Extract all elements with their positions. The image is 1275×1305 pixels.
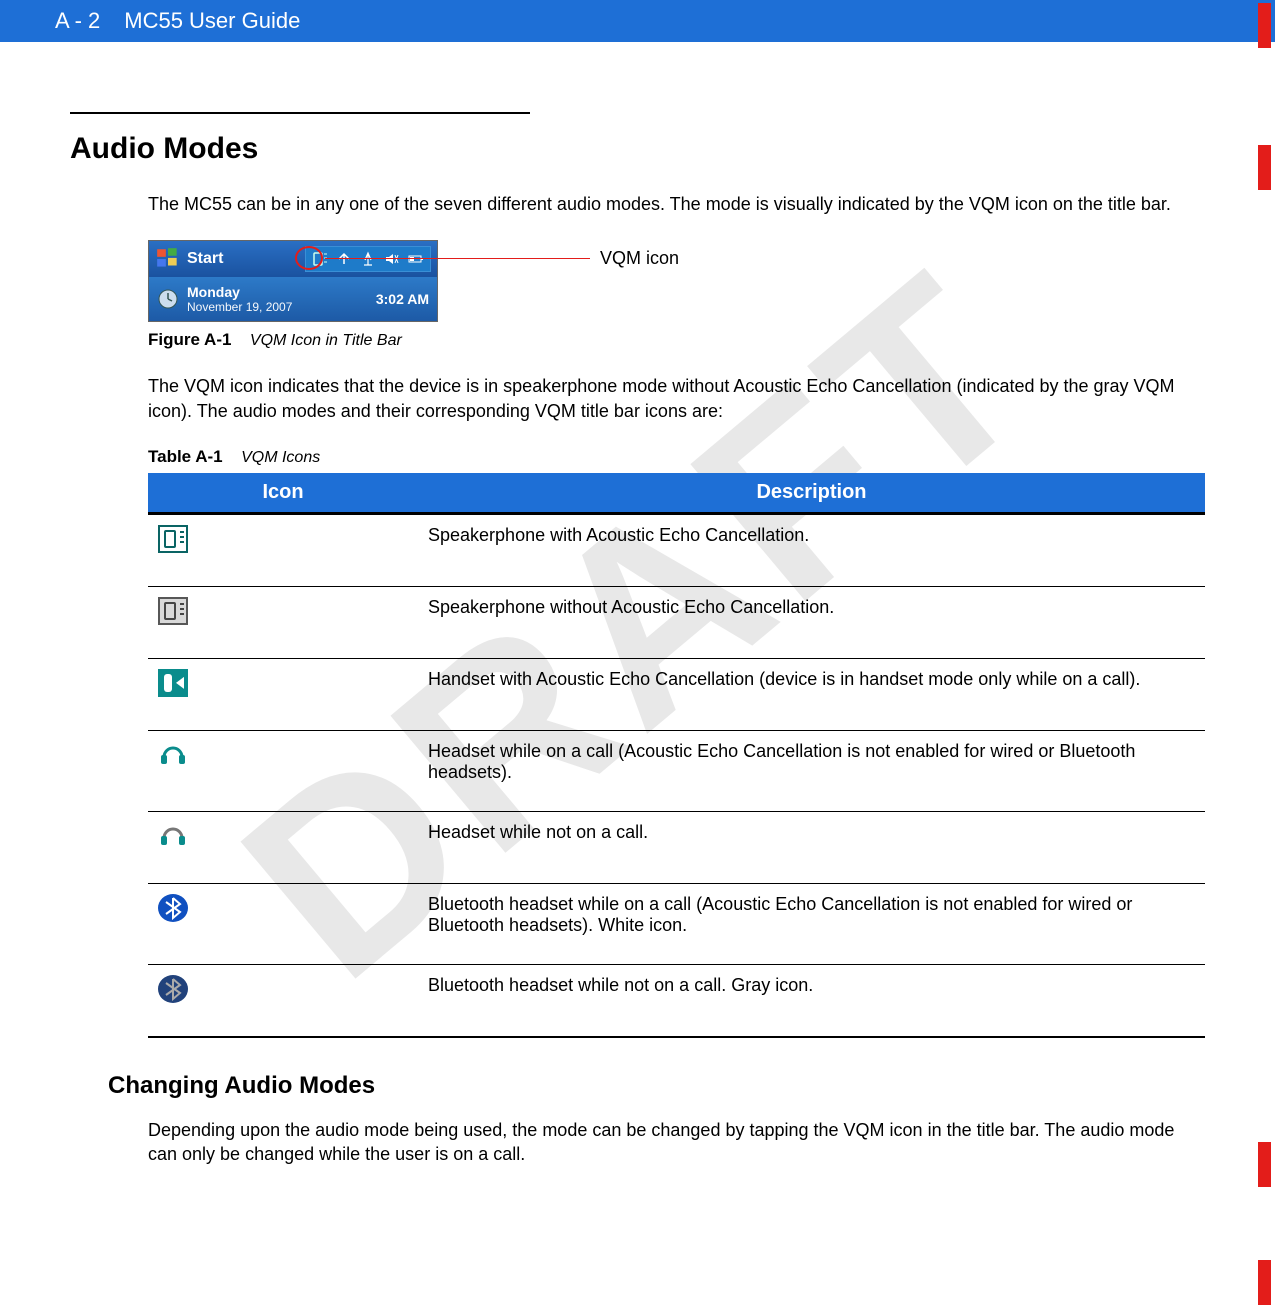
table-row: Speakerphone with Acoustic Echo Cancella…	[148, 513, 1205, 586]
volume-icon	[384, 251, 400, 267]
desc-cell: Bluetooth headset while not on a call. G…	[418, 964, 1205, 1037]
figure-caption: Figure A-1 VQM Icon in Title Bar	[148, 330, 1205, 350]
desc-cell: Headset while not on a call.	[418, 811, 1205, 883]
bluetooth-idle-icon	[158, 975, 188, 1003]
table-row: Bluetooth headset while on a call (Acous…	[148, 883, 1205, 964]
system-tray	[305, 246, 431, 272]
speakerphone-aec-icon	[158, 525, 188, 553]
connectivity-icon	[336, 251, 352, 267]
vqm-icons-table: Icon Description Speakerphone with Acous…	[148, 473, 1205, 1038]
figure-titlebar: Start Monday November 19, 2007 3:02 AM	[148, 240, 1205, 322]
headset-call-icon	[158, 741, 188, 769]
para-vqm-explain: The VQM icon indicates that the device i…	[148, 374, 1205, 423]
desc-cell: Speakerphone without Acoustic Echo Cance…	[418, 586, 1205, 658]
page-number: A - 2	[55, 8, 100, 34]
signal-icon	[360, 251, 376, 267]
table-title: VQM Icons	[241, 449, 320, 466]
section-title: Audio Modes	[70, 132, 1205, 166]
icon-cell	[148, 730, 418, 811]
icon-cell	[148, 811, 418, 883]
vqm-callout-label: VQM icon	[600, 248, 679, 269]
icon-cell	[148, 658, 418, 730]
vqm-callout-line	[325, 258, 590, 259]
col-header-icon: Icon	[148, 473, 418, 514]
change-bars-top	[1255, 0, 1275, 480]
table-row: Headset while not on a call.	[148, 811, 1205, 883]
table-ref: Table A-1	[148, 447, 223, 466]
guide-title: MC55 User Guide	[124, 8, 300, 34]
day-label: Monday	[187, 284, 376, 300]
intro-paragraph: The MC55 can be in any one of the seven …	[148, 192, 1205, 216]
bluetooth-call-icon	[158, 894, 188, 922]
titlebar-screenshot: Start Monday November 19, 2007 3:02 AM	[148, 240, 438, 322]
battery-icon	[408, 251, 424, 267]
vqm-tray-icon	[312, 251, 328, 267]
figure-title: VQM Icon in Title Bar	[250, 332, 402, 349]
page-header: A - 2 MC55 User Guide	[0, 0, 1275, 42]
subsection-title: Changing Audio Modes	[108, 1072, 1205, 1100]
figure-ref: Figure A-1	[148, 330, 231, 349]
table-caption: Table A-1 VQM Icons	[148, 447, 1205, 467]
desc-cell: Headset while on a call (Acoustic Echo C…	[418, 730, 1205, 811]
table-row: Handset with Acoustic Echo Cancellation …	[148, 658, 1205, 730]
icon-cell	[148, 513, 418, 586]
date-label: November 19, 2007	[187, 300, 376, 314]
col-header-desc: Description	[418, 473, 1205, 514]
table-row: Bluetooth headset while not on a call. G…	[148, 964, 1205, 1037]
subsection-body: Depending upon the audio mode being used…	[148, 1118, 1205, 1167]
desc-cell: Bluetooth headset while on a call (Acous…	[418, 883, 1205, 964]
icon-cell	[148, 586, 418, 658]
icon-cell	[148, 964, 418, 1037]
speakerphone-noaec-icon	[158, 597, 188, 625]
clock-icon	[157, 288, 179, 310]
icon-cell	[148, 883, 418, 964]
headset-idle-icon	[158, 822, 188, 850]
windows-flag-icon	[155, 246, 181, 272]
time-label: 3:02 AM	[376, 291, 429, 307]
start-label: Start	[187, 250, 223, 268]
desc-cell: Speakerphone with Acoustic Echo Cancella…	[418, 513, 1205, 586]
section-rule	[70, 112, 530, 114]
handset-icon	[158, 669, 188, 697]
desc-cell: Handset with Acoustic Echo Cancellation …	[418, 658, 1205, 730]
table-row: Headset while on a call (Acoustic Echo C…	[148, 730, 1205, 811]
table-row: Speakerphone without Acoustic Echo Cance…	[148, 586, 1205, 658]
